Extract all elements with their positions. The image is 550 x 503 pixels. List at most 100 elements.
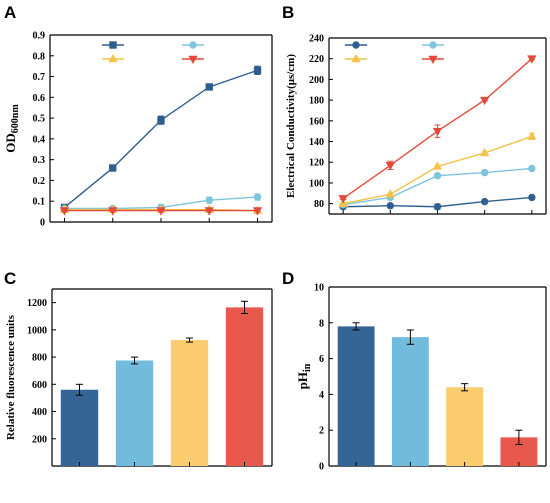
y-tick-label: 200 bbox=[32, 434, 47, 445]
data-point bbox=[157, 116, 165, 124]
data-point bbox=[59, 207, 70, 216]
data-point bbox=[433, 171, 442, 180]
data-point bbox=[253, 193, 262, 201]
data-point bbox=[252, 207, 263, 216]
data-point bbox=[528, 164, 536, 173]
bar-1-2mic bbox=[115, 360, 154, 466]
data-point bbox=[205, 196, 213, 204]
bar-mic bbox=[446, 387, 484, 466]
y-tick-label: 0.6 bbox=[33, 93, 46, 104]
y-tick-label: 0.9 bbox=[33, 31, 46, 42]
data-point bbox=[386, 202, 395, 210]
data-point bbox=[527, 55, 537, 64]
chart-d: 0 2 4 6 8 10 pHin bbox=[295, 283, 547, 473]
series-line bbox=[343, 135, 533, 205]
y-tick-label: 80 bbox=[314, 199, 324, 210]
y-tick-label: 2 bbox=[319, 426, 324, 437]
data-point bbox=[432, 127, 443, 137]
y-tick-label: 0.1 bbox=[33, 197, 46, 208]
y-tick-label: 10 bbox=[314, 283, 324, 294]
data-point bbox=[204, 207, 214, 216]
series-2mic bbox=[59, 207, 263, 216]
chart-a: 0 0.1 0.2 0.3 0.4 0.5 0.6 0.7 0.8 0.9 OD600nm bbox=[3, 31, 273, 229]
data-point bbox=[433, 203, 442, 211]
y-axis-title-main: pH bbox=[295, 372, 310, 389]
y-axis-title: Relative fluorescence units bbox=[5, 314, 17, 440]
y-tick-label: 240 bbox=[309, 34, 324, 45]
data-point bbox=[432, 161, 443, 170]
data-point bbox=[528, 193, 536, 202]
y-tick-label: 1000 bbox=[27, 325, 47, 336]
data-point bbox=[480, 147, 490, 157]
panel-letter-d: D bbox=[282, 269, 294, 288]
y-tick-label: 800 bbox=[32, 353, 47, 364]
data-point bbox=[480, 96, 490, 106]
y-tick-label: 0.7 bbox=[33, 72, 46, 83]
legend-marker bbox=[109, 41, 117, 49]
legend-marker bbox=[188, 55, 198, 65]
chart-b: 80 100 120 140 160 180 200 220 240 Electrical Con… bbox=[285, 34, 547, 215]
bar-mic bbox=[170, 340, 209, 466]
y-axis-title: OD600nm bbox=[3, 104, 21, 153]
data-point bbox=[109, 164, 117, 172]
data-point bbox=[108, 207, 118, 216]
y-tick-label: 0 bbox=[319, 462, 324, 473]
series-control bbox=[339, 193, 536, 211]
panel-letter-c: C bbox=[4, 269, 16, 288]
y-tick-label: 0.4 bbox=[33, 134, 46, 145]
y-tick-label: 8 bbox=[319, 318, 324, 329]
panel-letter-a: A bbox=[4, 3, 16, 22]
data-point bbox=[385, 162, 395, 171]
data-point bbox=[156, 207, 166, 216]
series-control bbox=[60, 65, 262, 212]
legend-marker bbox=[351, 53, 361, 63]
y-tick-label: 120 bbox=[309, 158, 324, 169]
legend-marker bbox=[429, 41, 437, 49]
data-point bbox=[480, 168, 489, 177]
data-point bbox=[253, 66, 262, 75]
legend-marker bbox=[108, 53, 118, 63]
y-tick-label: 0.8 bbox=[33, 51, 46, 62]
y-tick-label: 600 bbox=[32, 380, 47, 391]
panel-letter-b: B bbox=[282, 3, 294, 22]
data-point bbox=[338, 195, 348, 204]
data-point bbox=[385, 189, 395, 198]
y-axis-title-sub: in bbox=[302, 363, 313, 372]
y-axis-title-sub: 600nm bbox=[10, 104, 21, 134]
legend bbox=[345, 41, 444, 65]
series-line bbox=[64, 69, 258, 208]
data-point bbox=[480, 197, 489, 206]
bar-2mic bbox=[225, 307, 264, 466]
legend bbox=[102, 41, 204, 65]
y-tick-label: 160 bbox=[309, 116, 324, 127]
y-tick-label: 1200 bbox=[27, 298, 47, 309]
y-tick-label: 6 bbox=[319, 354, 324, 365]
y-tick-label: 0.3 bbox=[33, 155, 46, 166]
y-tick-label: 400 bbox=[32, 407, 47, 418]
y-tick-label: 0.2 bbox=[33, 176, 46, 187]
series-2mic bbox=[338, 55, 537, 204]
y-tick-label: 4 bbox=[319, 390, 324, 401]
series-mic bbox=[338, 131, 537, 207]
y-tick-label: 200 bbox=[309, 75, 324, 86]
y-tick-label: 140 bbox=[309, 137, 324, 148]
bar-1-2mic bbox=[391, 337, 429, 466]
y-axis-title: pHin bbox=[295, 363, 313, 389]
chart-c: 200 400 600 800 1000 1200 Relative fluorescenc… bbox=[5, 288, 273, 467]
legend-marker bbox=[428, 55, 438, 65]
legend-marker bbox=[189, 41, 197, 49]
data-point bbox=[205, 83, 213, 91]
y-tick-label: 100 bbox=[309, 178, 324, 189]
y-tick-label: 180 bbox=[309, 96, 324, 107]
y-tick-label: 0.5 bbox=[33, 114, 46, 125]
y-axis-title: Electrical Conductivity(μs/cm) bbox=[285, 54, 297, 198]
bar-control bbox=[60, 389, 99, 466]
y-tick-label: 0 bbox=[40, 218, 45, 229]
legend-marker bbox=[352, 41, 360, 49]
y-axis-title-main: OD bbox=[3, 133, 18, 153]
data-point bbox=[527, 131, 537, 140]
y-tick-label: 220 bbox=[309, 54, 324, 65]
series-1-2mic bbox=[339, 164, 536, 209]
bar-control bbox=[337, 326, 375, 466]
